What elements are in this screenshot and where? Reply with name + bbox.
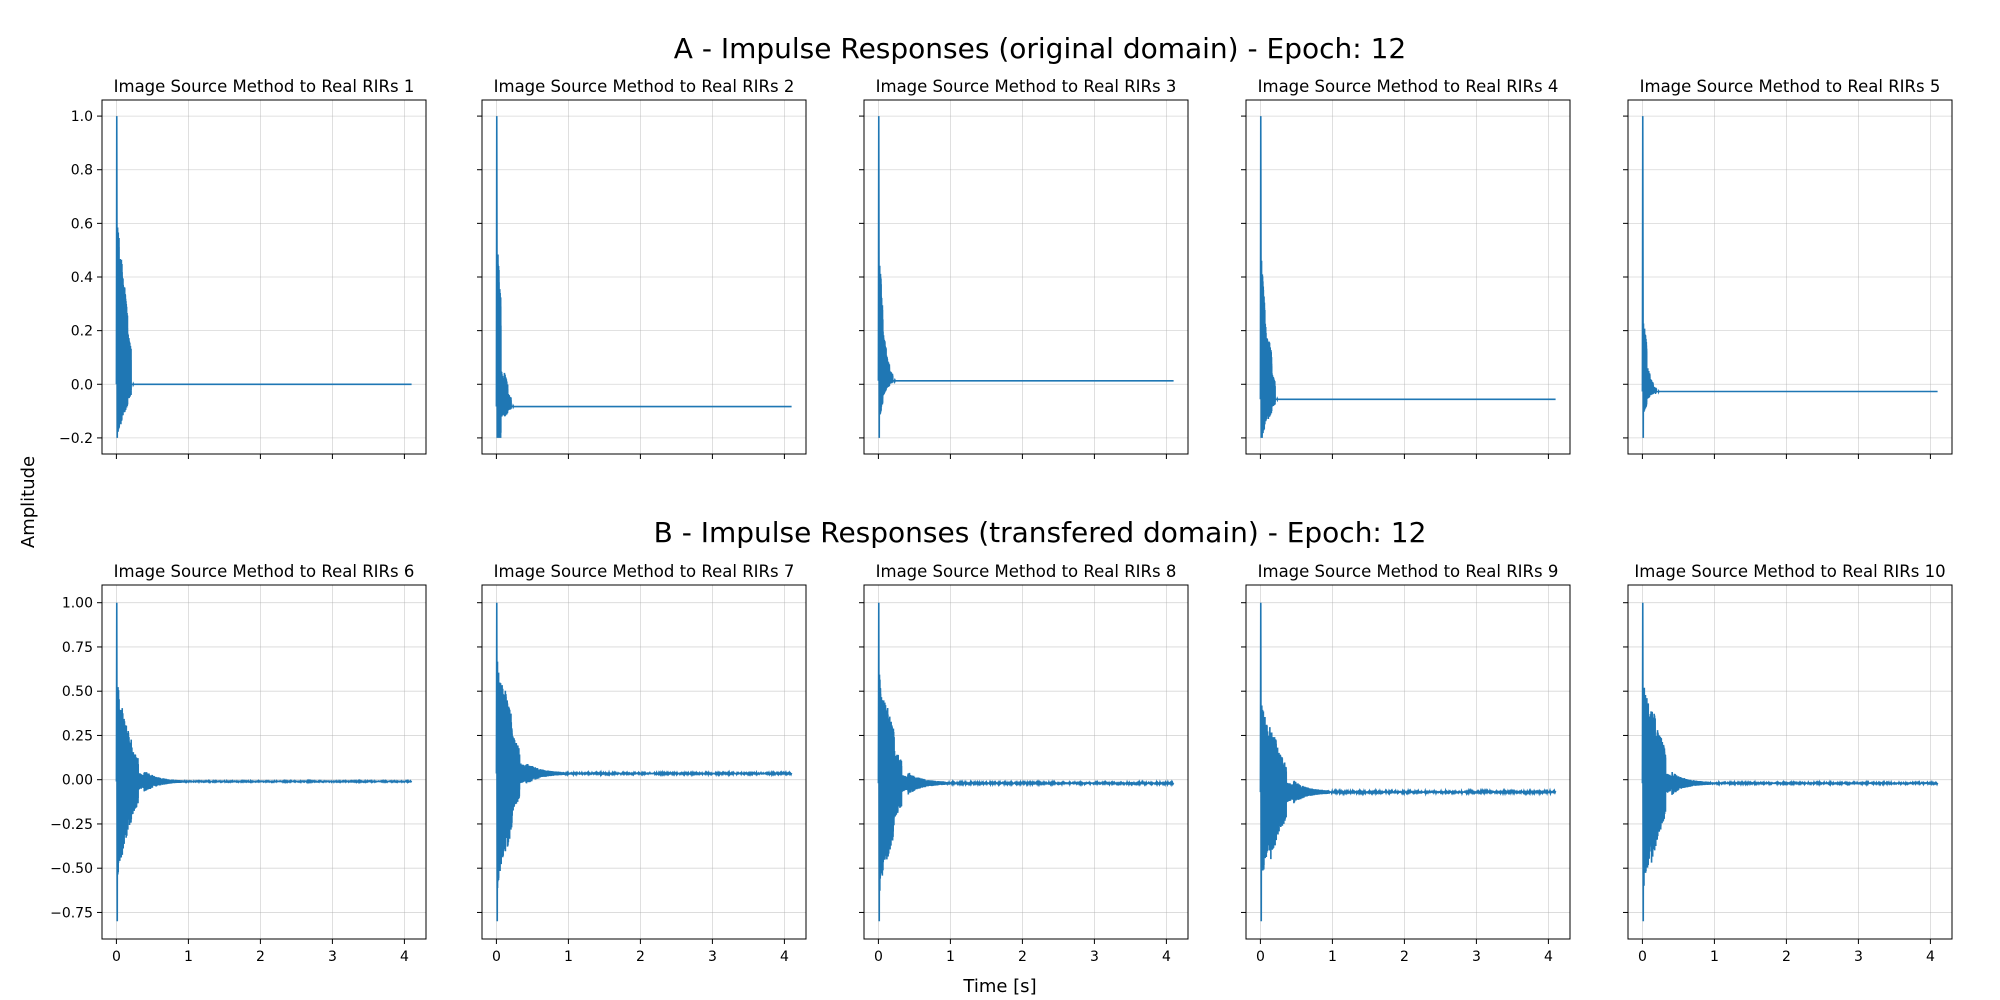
- series-line: [1259, 602, 1557, 922]
- x-tick-label: 3: [1854, 949, 1863, 965]
- x-tick-label: 0: [112, 949, 121, 965]
- subplot-3: Image Source Method to Real RIRs 3: [859, 77, 1189, 459]
- x-tick-label: 1: [946, 949, 955, 965]
- y-tick-label: 0.8: [71, 163, 93, 179]
- axes-frame: [1245, 584, 1571, 940]
- subplot-10: 0 1 2 3 4 Image Source Method to Real RIRs 10: [1623, 562, 1953, 965]
- x-tick-label: 2: [256, 949, 265, 965]
- y-tick-label: 0.50: [62, 684, 93, 700]
- series-line: [115, 116, 412, 438]
- subplot-1: −0.2 0.0 0.2 0.4 0.6 0.8 1.0 Image Source Metho…: [59, 77, 427, 459]
- y-tick-label: −0.25: [50, 817, 93, 833]
- x-tick-label: 3: [1090, 949, 1099, 965]
- y-tick-label: 1.00: [62, 596, 93, 612]
- axes-frame: [1627, 584, 1953, 940]
- y-tick-label: −0.2: [59, 431, 93, 447]
- x-tick-label: 2: [1018, 949, 1027, 965]
- subplot-title: Image Source Method to Real RIRs 1: [114, 77, 415, 96]
- y-tick-label: −0.50: [50, 861, 93, 877]
- x-tick-label: 2: [1400, 949, 1409, 965]
- subplot-title: Image Source Method to Real RIRs 8: [876, 562, 1177, 581]
- series-line: [1259, 116, 1556, 438]
- y-tick-label: 1.0: [71, 109, 93, 125]
- subplot-title: Image Source Method to Real RIRs 5: [1640, 77, 1941, 96]
- x-tick-label: 4: [1926, 949, 1935, 965]
- panels: −0.2 0.0 0.2 0.4 0.6 0.8 1.0 Image Source Metho…: [50, 77, 1953, 965]
- y-axis-label: Amplitude: [18, 456, 39, 548]
- y-tick-label: 0.0: [71, 377, 93, 393]
- x-tick-label: 0: [1256, 949, 1265, 965]
- subplot-9: 0 1 2 3 4 Image Source Method to Real RIRs 9: [1241, 562, 1571, 965]
- x-axis-label: Time [s]: [962, 976, 1036, 997]
- series-line: [877, 116, 1174, 438]
- subplot-title: Image Source Method to Real RIRs 9: [1258, 562, 1559, 581]
- x-tick-label: 0: [874, 949, 883, 965]
- row-title-b: B - Impulse Responses (transfered domain…: [654, 516, 1427, 549]
- x-tick-label: 1: [184, 949, 193, 965]
- x-tick-label: 2: [1782, 949, 1791, 965]
- x-tick-label: 3: [1472, 949, 1481, 965]
- x-tick-label: 1: [1710, 949, 1719, 965]
- x-tick-label: 0: [492, 949, 501, 965]
- series-line: [115, 602, 413, 922]
- subplot-title: Image Source Method to Real RIRs 6: [114, 562, 415, 581]
- x-tick-label: 0: [1638, 949, 1647, 965]
- series-line: [495, 116, 792, 438]
- y-tick-label: 0.4: [71, 270, 93, 286]
- subplot-title: Image Source Method to Real RIRs 3: [876, 77, 1177, 96]
- subplot-title: Image Source Method to Real RIRs 7: [494, 562, 795, 581]
- x-tick-label: 3: [328, 949, 337, 965]
- subplot-title: Image Source Method to Real RIRs 4: [1258, 77, 1559, 96]
- axes-frame: [481, 584, 807, 940]
- y-tick-label: 0.25: [62, 728, 93, 744]
- axes-frame: [863, 584, 1189, 940]
- y-tick-label: 0.75: [62, 640, 93, 656]
- subplot-6: 0 1 2 3 4 −0.75 −0.50 −0.25 0.00 0.25 0.50 0.75 1.00…: [50, 562, 427, 965]
- subplot-title: Image Source Method to Real RIRs 2: [494, 77, 795, 96]
- x-tick-label: 1: [1328, 949, 1337, 965]
- y-tick-label: 0.6: [71, 216, 93, 232]
- subplot-2: Image Source Method to Real RIRs 2: [477, 77, 807, 459]
- subplot-8: 0 1 2 3 4 Image Source Method to Real RIRs 8: [859, 562, 1189, 965]
- x-tick-label: 2: [636, 949, 645, 965]
- series-line: [495, 602, 793, 922]
- x-tick-label: 4: [1544, 949, 1553, 965]
- subplot-title: Image Source Method to Real RIRs 10: [1634, 562, 1945, 581]
- series-line: [1641, 602, 1939, 922]
- series-line: [877, 602, 1175, 922]
- y-tick-label: −0.75: [50, 905, 93, 921]
- x-tick-label: 4: [780, 949, 789, 965]
- x-tick-label: 3: [708, 949, 717, 965]
- series-line: [1641, 116, 1938, 438]
- y-tick-label: 0.2: [71, 324, 93, 340]
- axes-frame: [101, 584, 427, 940]
- subplot-5: Image Source Method to Real RIRs 5: [1623, 77, 1953, 459]
- x-tick-label: 4: [1162, 949, 1171, 965]
- x-tick-label: 4: [400, 949, 409, 965]
- subplot-4: Image Source Method to Real RIRs 4: [1241, 77, 1571, 459]
- subplot-7: 0 1 2 3 4 Image Source Method to Real RIRs 7: [477, 562, 807, 965]
- row-title-a: A - Impulse Responses (original domain) …: [674, 32, 1406, 65]
- y-tick-label: 0.00: [62, 773, 93, 789]
- x-tick-label: 1: [564, 949, 573, 965]
